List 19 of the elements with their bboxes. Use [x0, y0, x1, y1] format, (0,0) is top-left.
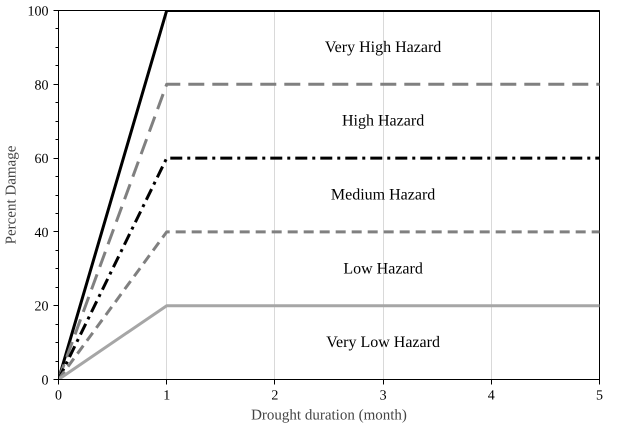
x-tick-label: 4	[488, 388, 495, 404]
x-tick-label: 2	[271, 388, 278, 404]
y-tick-label: 0	[42, 374, 48, 388]
x-tick-label: 1	[163, 388, 170, 404]
annotation: Very Low Hazard	[326, 334, 440, 352]
y-tick-label: 20	[34, 300, 48, 315]
y-tick-label: 100	[28, 4, 48, 20]
annotation: Medium Hazard	[330, 186, 436, 204]
y-tick-label: 40	[34, 226, 48, 241]
x-axis-title: Drought duration (month)	[251, 408, 407, 424]
x-tick-label: 0	[55, 388, 62, 404]
y-tick-label: 80	[34, 78, 48, 94]
y-axis-title: Percent Damage	[4, 145, 20, 244]
annotation: Very High Hazard	[324, 38, 442, 56]
y-tick-label: 60	[34, 152, 48, 168]
x-tick-label: 5	[596, 388, 603, 404]
annotation: Low Hazard	[343, 260, 423, 278]
x-tick-label: 3	[380, 388, 387, 404]
annotation: High Hazard	[342, 112, 424, 130]
